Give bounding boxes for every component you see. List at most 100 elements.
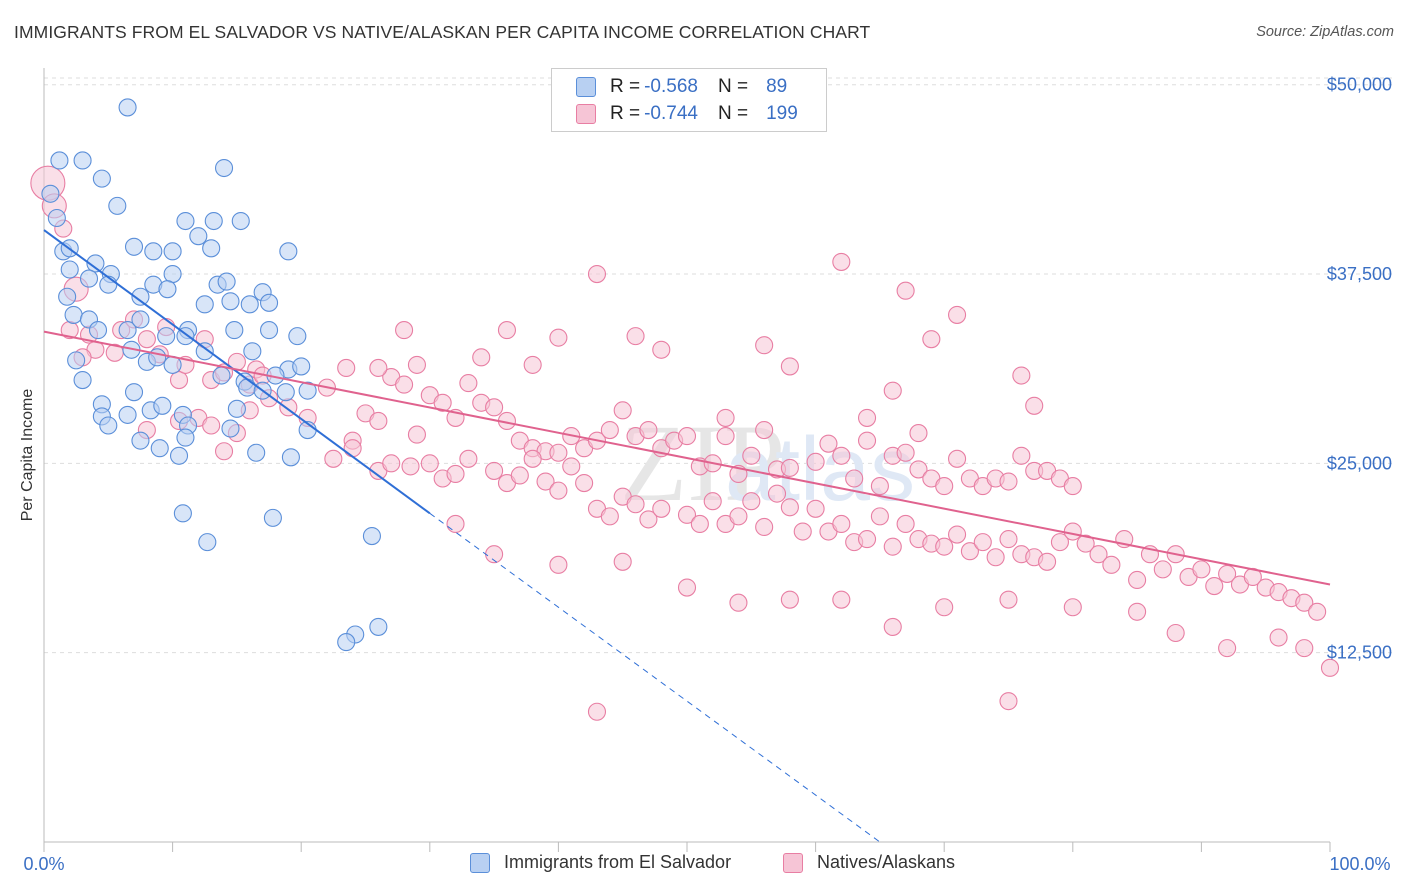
data-point-natives [729, 507, 748, 526]
data-point-el-salvador [176, 428, 195, 447]
bottom-legend-swatch-pink [783, 852, 803, 873]
legend-r-label: R = [610, 76, 641, 97]
data-point-natives [613, 552, 632, 571]
data-point-natives [407, 425, 426, 444]
data-point-el-salvador [214, 158, 234, 178]
data-point-natives [819, 434, 838, 453]
data-point-natives [1128, 602, 1147, 621]
data-point-el-salvador [240, 295, 259, 314]
data-point-natives [1192, 560, 1211, 579]
data-point-natives [510, 466, 529, 485]
data-point-natives [446, 464, 465, 484]
data-point-natives [793, 522, 812, 541]
data-point-el-salvador [189, 227, 208, 246]
data-point-el-salvador [148, 348, 167, 367]
points-natives [30, 165, 1340, 721]
trend-line-el-salvador-extension [429, 512, 881, 843]
data-point-natives [343, 439, 362, 458]
points-el-salvador [41, 98, 388, 652]
legend-r-value: -0.568 [644, 76, 698, 97]
data-point-natives [1050, 533, 1069, 552]
data-point-natives [575, 473, 594, 493]
data-point-el-salvador [212, 366, 231, 385]
data-point-natives [549, 328, 568, 347]
data-point-natives [1295, 639, 1314, 658]
data-point-natives [948, 525, 967, 544]
data-point-natives [948, 449, 967, 468]
data-point-natives [600, 420, 619, 440]
data-point-natives [742, 446, 761, 465]
bottom-legend-swatch-blue [470, 852, 490, 873]
data-point-el-salvador [131, 310, 150, 329]
y-axis-label: Per Capita Income [19, 388, 36, 522]
data-point-natives [1076, 534, 1095, 553]
data-point-natives [1166, 623, 1185, 643]
trend-line-natives [43, 330, 1331, 586]
data-point-natives [549, 555, 568, 574]
data-point-natives [922, 330, 941, 349]
data-point-el-salvador [276, 383, 295, 402]
data-point-natives [896, 281, 915, 300]
bottom-legend-el-salvador: Immigrants from El Salvador [470, 852, 731, 873]
correlation-legend: R = -0.568 N = 89 R = -0.744 N = 199 [551, 68, 827, 132]
data-point-natives [1012, 446, 1031, 465]
data-point-el-salvador [118, 321, 137, 340]
data-point-el-salvador [88, 321, 108, 340]
data-point-natives [742, 492, 761, 511]
data-point-natives [857, 408, 877, 427]
data-point-natives [626, 327, 645, 346]
data-point-el-salvador [124, 237, 144, 256]
data-point-natives [870, 477, 889, 496]
data-point-el-salvador [298, 381, 317, 400]
data-point-natives [1128, 570, 1147, 590]
data-point-el-salvador [131, 431, 150, 450]
data-point-el-salvador [153, 396, 172, 415]
data-point-natives [652, 499, 671, 518]
data-point-el-salvador [131, 287, 150, 306]
source-note: Source: ZipAtlas.com [1256, 24, 1394, 40]
legend-swatch-pink [576, 104, 596, 124]
y-tick-label: $37,500 [1327, 264, 1392, 284]
data-point-natives [472, 348, 491, 367]
data-point-el-salvador [221, 292, 240, 311]
data-point-el-salvador [259, 293, 279, 312]
legend-r-value: -0.744 [644, 103, 698, 124]
data-point-natives [214, 442, 234, 461]
data-point-el-salvador [247, 443, 266, 462]
data-point-el-salvador [79, 269, 99, 288]
data-point-el-salvador [243, 342, 262, 361]
data-point-natives [1038, 552, 1057, 571]
data-point-el-salvador [99, 275, 118, 294]
data-point-natives [935, 598, 954, 617]
data-point-natives [1012, 366, 1031, 385]
legend-r-label: R = [610, 103, 641, 124]
bottom-legend-label: Immigrants from El Salvador [504, 852, 732, 872]
data-point-natives [1308, 602, 1327, 621]
data-point-el-salvador [99, 416, 118, 435]
data-point-natives [806, 499, 825, 518]
data-point-natives [1063, 598, 1082, 617]
data-point-natives [1269, 628, 1288, 647]
data-point-natives [909, 424, 928, 443]
data-point-natives [1025, 396, 1044, 415]
data-point-natives [395, 321, 414, 340]
data-point-natives [523, 449, 542, 468]
data-point-el-salvador [86, 254, 105, 273]
data-point-natives [600, 507, 619, 526]
data-point-natives [780, 590, 799, 609]
data-point-el-salvador [195, 295, 214, 314]
data-point-natives [870, 507, 889, 526]
grid-layer [44, 77, 1394, 654]
legend-row-el-salvador: R = -0.568 N = 89 [576, 75, 787, 99]
data-point-natives [935, 477, 954, 496]
data-point-el-salvador [92, 169, 111, 188]
y-tick-label: $25,000 [1327, 453, 1392, 473]
data-point-natives [677, 505, 697, 524]
x-tick-label: 0.0% [23, 854, 64, 874]
data-point-el-salvador [231, 211, 250, 231]
data-point-el-salvador [73, 151, 92, 170]
data-point-el-salvador [50, 151, 69, 170]
data-point-natives [948, 305, 967, 324]
data-point-el-salvador [173, 504, 192, 523]
data-point-el-salvador [157, 327, 176, 346]
